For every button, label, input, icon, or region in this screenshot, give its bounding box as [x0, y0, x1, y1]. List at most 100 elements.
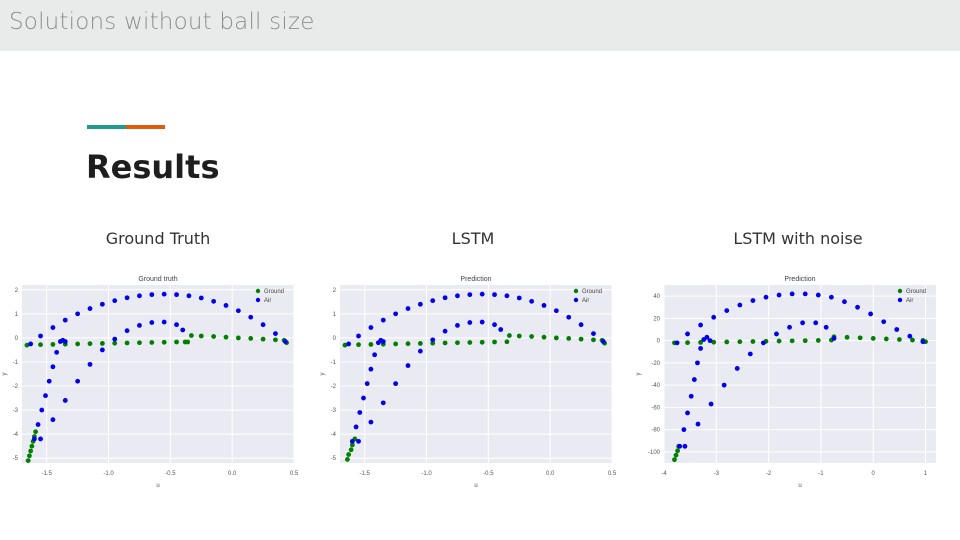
point-air [149, 292, 155, 298]
point-air [685, 331, 690, 337]
point-air [842, 299, 847, 305]
point-air [492, 322, 497, 328]
point-ground [25, 458, 31, 463]
chart-title: Ground truth [138, 276, 177, 283]
point-air [62, 339, 68, 344]
point-ground [896, 337, 902, 342]
point-air [776, 292, 782, 298]
point-air [248, 314, 254, 320]
caption-lstm: LSTM [451, 229, 495, 248]
point-air [516, 295, 522, 301]
point-ground [467, 340, 473, 345]
point-air [357, 410, 363, 415]
point-air [695, 421, 701, 427]
point-air [442, 295, 448, 301]
point-air [393, 311, 399, 317]
point-air [813, 320, 819, 326]
chart-title: Prediction [460, 276, 491, 283]
point-air [211, 298, 217, 304]
point-ground [29, 443, 35, 449]
legend-marker-ground [897, 288, 903, 294]
point-air [54, 349, 60, 355]
point-air [380, 400, 386, 406]
point-air [149, 320, 155, 325]
point-ground [504, 339, 510, 345]
point-air [442, 328, 448, 334]
point-air [46, 378, 52, 384]
point-air [112, 298, 118, 304]
point-air [31, 436, 37, 442]
point-ground [442, 340, 448, 346]
x-tick-label: -1.5 [42, 471, 53, 477]
y-tick-label: -20 [651, 361, 660, 367]
x-tick-label: 0 [872, 471, 876, 477]
point-ground [578, 336, 584, 342]
plot-area [22, 285, 294, 463]
chart-lstm-noise: -4 -3 -2 -1 0 1 40 20 0 -20 -40 -60 -80 -100 Predictio… [636, 276, 936, 489]
point-air [823, 324, 829, 330]
point-ground [591, 337, 596, 343]
point-ground [349, 442, 355, 448]
point-air [498, 327, 504, 332]
point-ground [417, 341, 423, 346]
x-tick-label: -0.5 [165, 471, 176, 477]
y-tick-label: 0 [15, 336, 19, 342]
point-air [430, 298, 436, 304]
point-air [124, 295, 130, 301]
point-air [721, 382, 727, 388]
y-tick-label: 40 [653, 294, 660, 300]
point-air [405, 306, 411, 311]
y-tick-label: -3 [13, 408, 19, 414]
point-air [368, 366, 374, 372]
point-air [681, 427, 687, 433]
x-axis-label: u [474, 483, 477, 489]
point-ground [724, 339, 730, 345]
point-ground [348, 447, 354, 453]
point-ground [346, 452, 352, 457]
point-ground [87, 341, 93, 347]
y-tick-label: -4 [331, 432, 337, 438]
point-ground [802, 338, 808, 344]
legend-label-ground: Ground [264, 289, 284, 295]
point-air [99, 301, 105, 307]
point-air [789, 291, 795, 297]
point-air [223, 303, 229, 308]
y-tick-label: 1 [333, 312, 337, 318]
point-air [430, 337, 436, 343]
point-ground [342, 342, 348, 348]
point-air [174, 292, 179, 298]
point-ground [776, 338, 782, 344]
legend-marker-ground [255, 288, 261, 294]
point-air [553, 308, 559, 314]
y-tick-label: -1 [13, 360, 19, 366]
point-air [455, 323, 460, 328]
x-tick-label: -3 [714, 471, 720, 477]
legend-marker-ground [573, 288, 579, 294]
point-air [50, 364, 56, 370]
point-ground [27, 453, 32, 459]
point-air [273, 331, 278, 336]
accent-bar-teal [87, 125, 126, 129]
y-tick-label: -4 [13, 432, 19, 438]
point-air [868, 311, 874, 317]
point-air [831, 336, 837, 341]
point-air [417, 348, 423, 354]
point-air [39, 407, 45, 413]
point-air [737, 302, 743, 308]
point-air [38, 333, 43, 339]
point-air [763, 294, 769, 300]
legend-label-air: Air [264, 298, 271, 304]
y-tick-label: -40 [651, 383, 660, 389]
point-air [372, 352, 378, 358]
point-ground [698, 340, 704, 345]
point-air [695, 360, 700, 366]
y-tick-label: -1 [331, 360, 337, 366]
point-air [674, 340, 680, 346]
point-ground [883, 336, 889, 342]
x-tick-label: 0.0 [228, 471, 237, 477]
y-tick-label: -80 [651, 428, 660, 434]
point-air [529, 298, 535, 304]
point-air [137, 323, 142, 328]
caption-ground-truth: Ground Truth [105, 229, 211, 248]
point-air [802, 291, 808, 297]
